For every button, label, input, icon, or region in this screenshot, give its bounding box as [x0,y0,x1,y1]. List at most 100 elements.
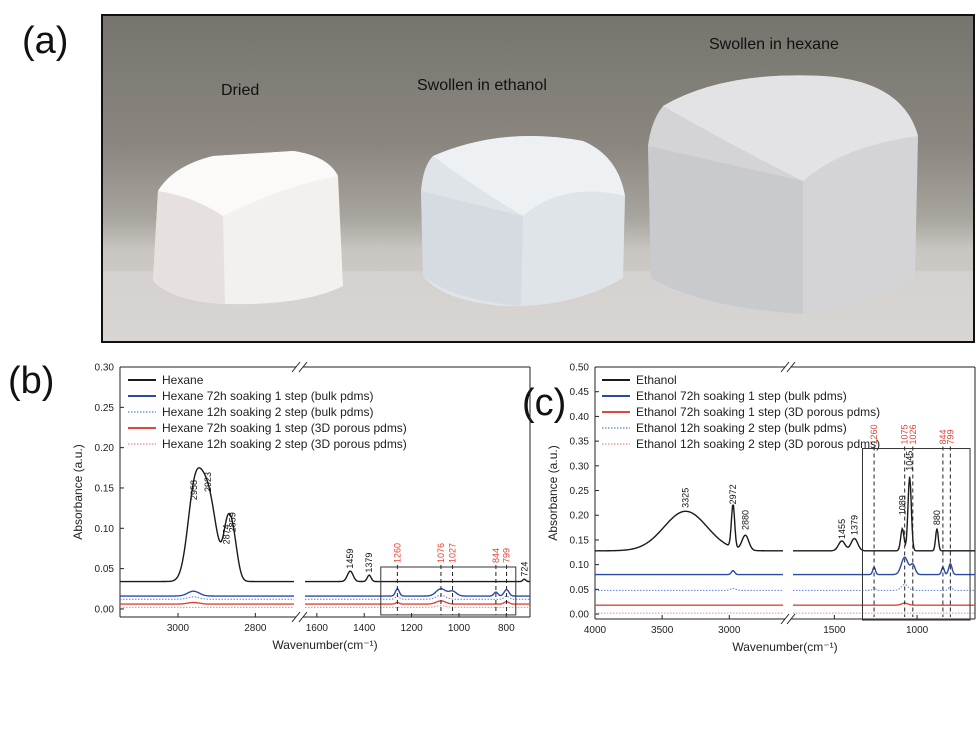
ftir-chart-hexane: 0.00 0.05 0.10 0.15 0.20 0.25 0.30 3000 2800 1600… [71,361,531,652]
peak-label: 880 [932,510,942,525]
peak-label: 3325 [681,488,691,508]
x-axis-label: Wavenumber(cm⁻¹) [732,640,837,654]
peak-label: 2972 [728,484,738,504]
series-line [793,583,975,591]
x-tick-label: 3000 [167,623,190,634]
axis-break-mark [298,611,308,623]
panel-label-c: (c) [522,382,567,424]
peak-label-red: 1260 [869,424,879,444]
x-axis-label: Wavenumber(cm⁻¹) [272,638,377,652]
x-tick-label: 3000 [718,625,741,636]
highlight-box [861,448,971,621]
panel-label-a: (a) [22,20,69,62]
legend-label: Ethanol 72h soaking 1 step (bulk pdms) [636,389,847,403]
y-tick-label: 0.00 [95,604,115,615]
peak-label: 1379 [364,553,374,573]
legend-label: Hexane 72h soaking 1 step (3D porous pdm… [162,421,407,435]
y-tick-label: 0.20 [95,443,115,454]
legend-label: Hexane [162,373,204,387]
caption-dried: Dried [221,82,260,99]
peak-label: 1379 [849,515,859,535]
y-tick-label: 0.10 [95,524,115,535]
x-tick-label: 3500 [651,625,674,636]
axis-break-mark [291,611,301,623]
x-tick-label: 4000 [584,625,607,636]
x-tick-label: 2800 [244,623,267,634]
peak-label-red: 1076 [436,543,446,563]
legend-label: Hexane 72h soaking 1 step (bulk pdms) [162,389,373,403]
peak-label-red: 799 [502,548,512,563]
series-line [305,588,530,597]
series-line [120,590,294,597]
highlight-box [380,566,517,616]
legend-label: Ethanol [636,373,677,387]
axis-break-mark [786,613,796,625]
axis-break-mark [786,361,796,373]
y-tick-label: 0.05 [95,564,115,575]
y-tick-label: 0.25 [95,403,115,414]
x-tick-label: 1600 [306,623,329,634]
caption-ethanol: Swollen in ethanol [417,77,547,94]
peak-label-red: 1260 [392,543,402,563]
axis-break-mark [780,613,790,625]
y-tick-label: 0.00 [570,610,590,621]
legend-label: Hexane 12h soaking 2 step (bulk pdms) [162,405,373,419]
peak-label: 2874 [222,524,232,544]
y-tick-label: 0.35 [570,437,590,448]
series-line [305,570,531,583]
peak-label-red: 844 [491,548,501,563]
series-line [595,587,783,591]
y-tick-label: 0.15 [95,483,115,494]
peak-label: 1459 [345,549,355,569]
y-tick-label: 0.50 [570,363,590,374]
peak-label: 2923 [203,472,213,492]
peak-label-red: 1027 [448,543,458,563]
x-tick-label: 1000 [448,623,471,634]
y-axis-label: Absorbance (a.u.) [547,445,560,540]
dried-sample [153,151,343,305]
caption-hexane: Swollen in hexane [709,36,839,53]
y-tick-label: 0.40 [570,412,590,423]
series-line [793,476,975,552]
legend-label: Ethanol 12h soaking 2 step (bulk pdms) [636,421,847,435]
legend-label: Ethanol 12h soaking 2 step (3D porous pd… [636,437,880,451]
series-line [120,596,294,600]
y-tick-label: 0.20 [570,511,590,522]
series-line [305,605,530,608]
peak-label: 1089 [897,495,907,515]
y-tick-label: 0.30 [570,461,590,472]
series-line [793,556,975,576]
series-line [595,504,783,552]
x-tick-label: 1200 [400,623,423,634]
ftir-chart-ethanol: 0.00 0.05 0.10 0.15 0.20 0.25 0.30 0.35 0.40 0.45… [547,361,976,654]
photo-illustration [103,75,973,341]
x-tick-label: 1500 [823,625,846,636]
y-tick-label: 0.45 [570,387,590,398]
series-line [305,594,530,600]
peak-label: 2880 [740,510,750,530]
series-line [595,569,783,576]
peak-label-red: 799 [945,429,955,444]
axis-break-mark [298,361,308,373]
axis-break-mark [780,361,790,373]
peak-label: 2958 [189,480,199,500]
panel-label-b: (b) [8,360,55,402]
y-tick-label: 0.10 [570,560,590,571]
peak-label: 724 [519,562,529,577]
y-tick-label: 0.15 [570,535,590,546]
series-line [120,601,294,605]
peak-label: 1455 [837,519,847,539]
series-line [793,602,975,606]
legend-label: Ethanol 72h soaking 1 step (3D porous pd… [636,405,880,419]
peak-label-red: 844 [938,429,948,444]
hexane-sample [648,75,918,315]
x-tick-label: 1400 [353,623,376,634]
x-tick-label: 800 [498,623,515,634]
y-tick-label: 0.30 [95,363,115,374]
series-line [120,467,294,583]
y-axis-label: Absorbance (a.u.) [71,444,85,539]
ethanol-sample [421,136,625,307]
peak-label: 2859 [228,512,238,532]
peak-label: 1045 [905,451,915,471]
legend-label: Hexane 12h soaking 2 step (3D porous pdm… [162,437,407,451]
